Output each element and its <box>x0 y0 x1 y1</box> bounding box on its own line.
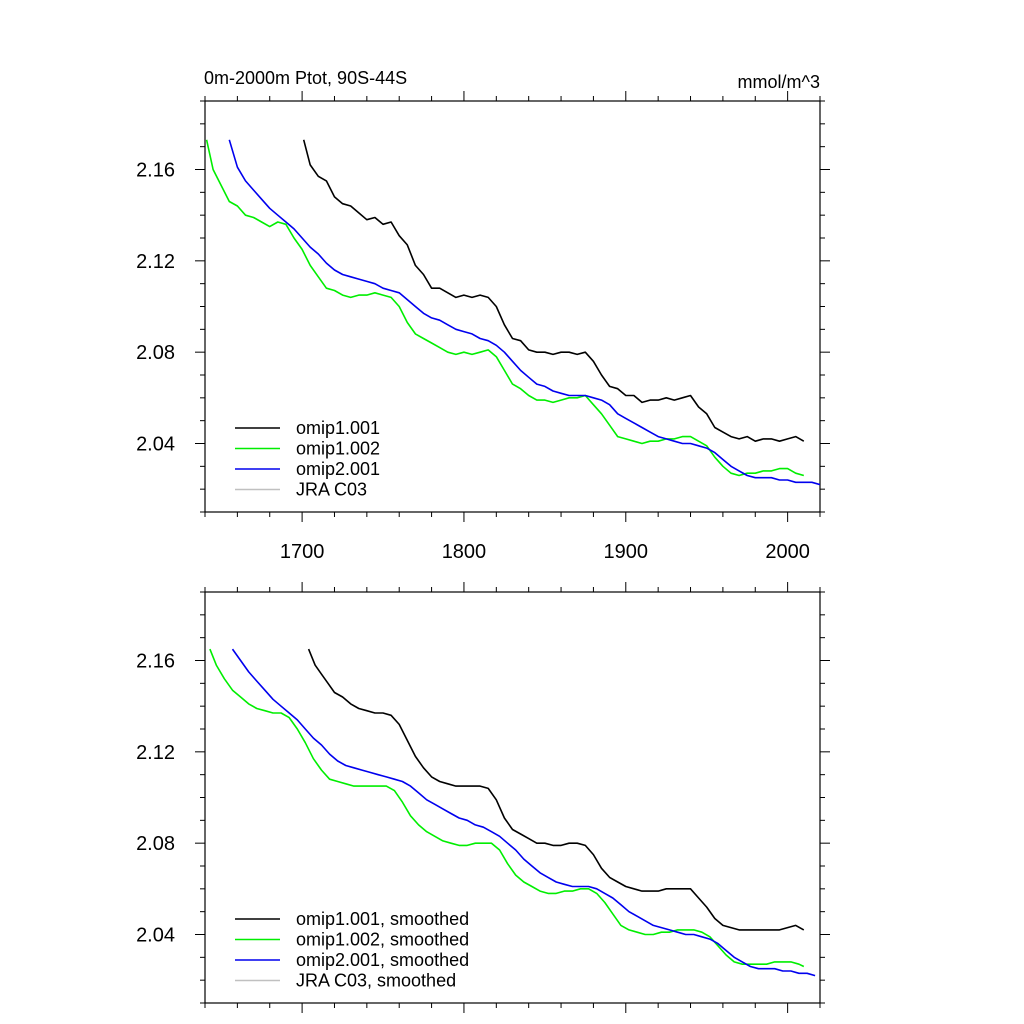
series-line-1 <box>205 139 805 477</box>
chart-title: 0m-2000m Ptot, 90S-44S <box>204 68 407 88</box>
legend-label: omip2.001, smoothed <box>296 950 469 970</box>
legend-label: JRA C03 <box>296 480 367 500</box>
legend-label: omip1.002, smoothed <box>296 930 469 950</box>
y-tick-label: 2.12 <box>136 251 175 273</box>
y-tick-label: 2.08 <box>136 833 175 855</box>
legend-label: omip2.001 <box>296 459 380 479</box>
x-tick-label: 1700 <box>280 541 325 563</box>
y-tick-label: 2.04 <box>136 925 175 947</box>
series-line-0 <box>302 139 805 442</box>
y-tick-label: 2.16 <box>136 160 175 182</box>
series-line-2 <box>231 648 816 977</box>
series-line-0 <box>307 648 805 931</box>
legend-label: omip1.001 <box>296 418 380 438</box>
units-label: mmol/m^3 <box>738 72 820 92</box>
x-tick-label: 1900 <box>604 541 649 563</box>
top-panel: 2.04 2.08 2.12 2.16 1700 1800 1900 2000 omip1.00… <box>136 91 830 563</box>
legend-label: JRA C03, smoothed <box>296 971 456 991</box>
y-tick-label: 2.12 <box>136 742 175 764</box>
x-tick-label: 1800 <box>442 541 487 563</box>
legend-label: omip1.001, smoothed <box>296 909 469 929</box>
y-tick-label: 2.08 <box>136 342 175 364</box>
bottom-panel: 2.04 2.08 2.12 2.16 omip1.001, smoothedomip1… <box>136 582 830 1013</box>
legend-label: omip1.002 <box>296 439 380 459</box>
series-group <box>205 139 820 486</box>
series-group <box>209 648 816 977</box>
x-tick-label: 2000 <box>765 541 810 563</box>
series-line-1 <box>209 648 805 968</box>
y-tick-label: 2.04 <box>136 434 175 456</box>
y-tick-label: 2.16 <box>136 651 175 673</box>
series-line-2 <box>228 139 820 486</box>
